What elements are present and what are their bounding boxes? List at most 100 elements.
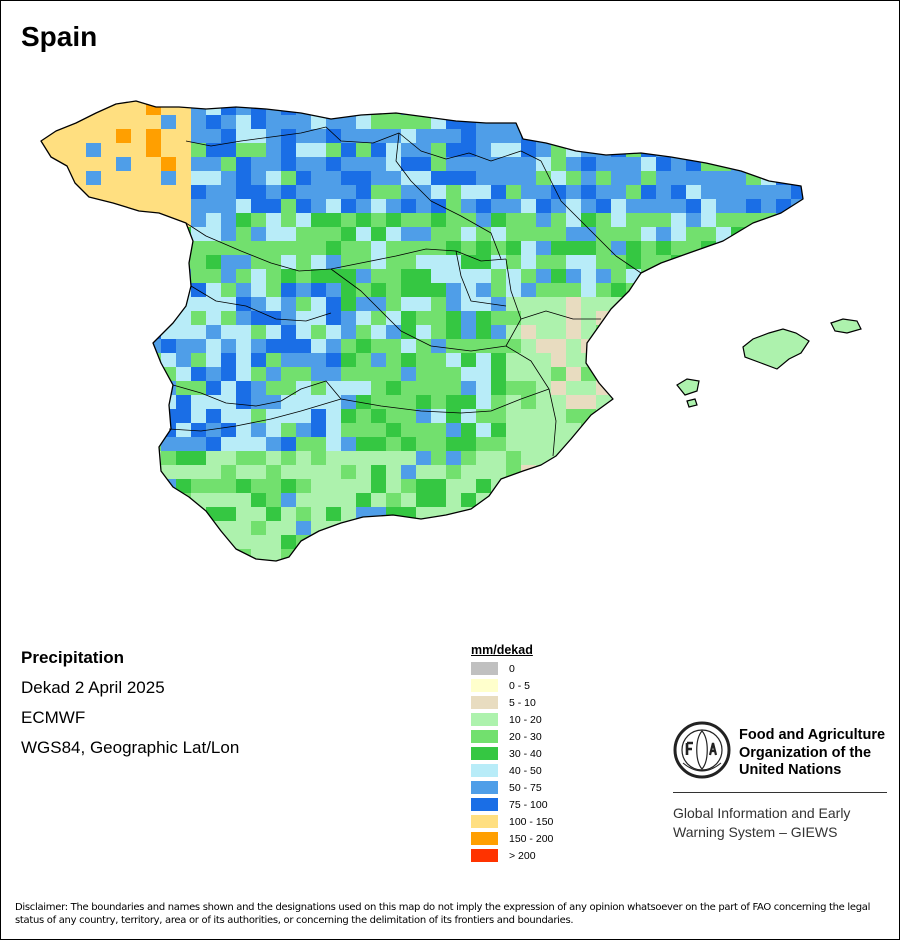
precip-cell (476, 283, 491, 297)
precip-cell (596, 101, 611, 115)
precip-cell (476, 521, 491, 535)
precip-cell (236, 465, 251, 479)
precip-cell (641, 227, 656, 241)
precip-cell (251, 507, 266, 521)
precip-cell (431, 535, 446, 549)
precip-cell (131, 563, 146, 577)
precip-cell (236, 507, 251, 521)
precip-cell (521, 381, 536, 395)
precip-cell (671, 465, 686, 479)
precip-cell (761, 115, 776, 129)
precip-cell (611, 465, 626, 479)
precip-cell (626, 367, 641, 381)
precip-cell (581, 549, 596, 561)
precip-cell (266, 129, 281, 143)
precip-cell (281, 465, 296, 479)
precip-cell (716, 563, 731, 577)
precip-cell (581, 563, 596, 577)
precip-cell (701, 493, 716, 507)
precip-cell (596, 283, 611, 297)
precip-cell (146, 395, 161, 409)
precip-cell (581, 325, 596, 339)
precip-cell (101, 549, 116, 561)
precip-cell (611, 549, 626, 561)
precip-cell (101, 437, 116, 451)
precip-cell (491, 465, 506, 479)
precip-cell (806, 115, 821, 129)
precip-cell (116, 269, 131, 283)
precip-cell (551, 269, 566, 283)
precip-cell (566, 171, 581, 185)
precip-cell (101, 213, 116, 227)
precip-cell (266, 157, 281, 171)
precip-cell (506, 507, 521, 521)
precip-cell (266, 171, 281, 185)
precip-cell (251, 199, 266, 213)
precip-cell (626, 325, 641, 339)
precip-cell (791, 381, 803, 395)
legend-item: 0 - 5 (471, 677, 553, 694)
precip-cell (131, 157, 146, 171)
precip-cell (671, 199, 686, 213)
precip-cell (806, 451, 821, 465)
precip-cell (401, 479, 416, 493)
precip-cell (611, 325, 626, 339)
precip-cell (146, 493, 161, 507)
precip-cell (41, 479, 56, 493)
precip-cell (536, 297, 551, 311)
precip-cell (746, 563, 761, 577)
precip-cell (236, 213, 251, 227)
precip-cell (596, 353, 611, 367)
precip-cell (566, 157, 581, 171)
precip-cell (356, 129, 371, 143)
precip-cell (176, 353, 191, 367)
precip-cell (116, 115, 131, 129)
precip-cell (491, 185, 506, 199)
precip-cell (776, 479, 791, 493)
precip-cell (371, 157, 386, 171)
precip-cell (71, 311, 86, 325)
precip-cell (446, 115, 461, 129)
precip-cell (521, 535, 536, 549)
precip-cell (716, 535, 731, 549)
precip-cell (461, 269, 476, 283)
precip-cell (626, 549, 641, 561)
precip-cell (41, 213, 56, 227)
precip-cell (401, 213, 416, 227)
precip-cell (506, 451, 521, 465)
precip-cell (491, 395, 506, 409)
precip-cell (221, 367, 236, 381)
precip-cell (86, 269, 101, 283)
precip-cell (566, 129, 581, 143)
precip-cell (86, 143, 101, 157)
precip-cell (296, 507, 311, 521)
precip-cell (476, 465, 491, 479)
precip-cell (101, 367, 116, 381)
precip-cell (491, 507, 506, 521)
precip-cell (386, 535, 401, 549)
precip-cell (86, 255, 101, 269)
menorca (830, 318, 862, 334)
precip-cell (731, 395, 746, 409)
precip-cell (431, 255, 446, 269)
precip-cell (701, 465, 716, 479)
precip-cell (656, 199, 671, 213)
precip-cell (731, 297, 746, 311)
precip-cell (236, 311, 251, 325)
precip-cell (41, 269, 56, 283)
precip-cell (341, 563, 356, 577)
precip-cell (146, 367, 161, 381)
precip-cell (611, 297, 626, 311)
precip-cell (386, 493, 401, 507)
precip-cell (206, 535, 221, 549)
precip-cell (431, 423, 446, 437)
legend-item: 100 - 150 (471, 813, 553, 830)
precip-cell (236, 129, 251, 143)
precip-cell (431, 213, 446, 227)
precip-cell (596, 493, 611, 507)
precip-cell (206, 395, 221, 409)
precip-cell (326, 535, 341, 549)
precip-cell (731, 423, 746, 437)
precip-cell (356, 423, 371, 437)
precip-cell (761, 437, 776, 451)
